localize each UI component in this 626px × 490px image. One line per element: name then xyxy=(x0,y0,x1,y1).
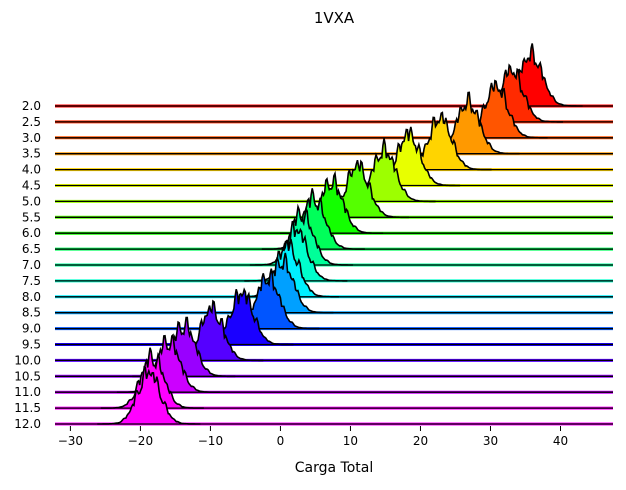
y-tick-label-9.5: 9.5 xyxy=(22,338,41,352)
y-tick-label-3.0: 3.0 xyxy=(22,131,41,145)
y-tick-label-9.0: 9.0 xyxy=(22,322,41,336)
ridge-area-5.5 xyxy=(305,160,409,218)
ridge-area-12.0 xyxy=(97,366,201,424)
y-tick-label-2.5: 2.5 xyxy=(22,115,41,129)
ridge-curve-11.0 xyxy=(116,333,220,393)
ridges-group xyxy=(55,43,613,426)
x-tick-label: −10 xyxy=(198,434,223,448)
ridge-area-4.0 xyxy=(388,112,492,170)
y-tick-label-8.5: 8.5 xyxy=(22,306,41,320)
ridge-area-5.0 xyxy=(332,138,436,202)
x-tick-label: −20 xyxy=(128,434,153,448)
ridge-curve-8.0 xyxy=(235,238,339,298)
ridge-area-7.5 xyxy=(244,221,348,281)
ridge-area-9.5 xyxy=(190,289,294,345)
ridge-curve-6.5 xyxy=(261,188,365,250)
x-axis-label: Carga Total xyxy=(295,460,373,476)
x-tick-label: −30 xyxy=(58,434,83,448)
ridge-area-10.0 xyxy=(160,301,264,361)
ridge-curve-7.0 xyxy=(249,203,353,266)
y-tick-label-11.5: 11.5 xyxy=(14,401,41,415)
ridge-area-2.0 xyxy=(479,43,583,106)
y-tick-label-2.0: 2.0 xyxy=(22,99,41,113)
chart-title: 1VXA xyxy=(314,9,355,27)
ridge-area-2.5 xyxy=(459,65,564,122)
ridge-area-9.0 xyxy=(216,268,320,329)
x-tick-label: 20 xyxy=(413,434,428,448)
x-tick-label: 10 xyxy=(343,434,358,448)
y-tick-label-5.5: 5.5 xyxy=(22,210,41,224)
ridge-area-3.0 xyxy=(444,80,548,138)
y-tick-label-10.5: 10.5 xyxy=(14,369,41,383)
x-axis: −30 −20 −10 0 10 20 30 40 xyxy=(58,426,568,448)
y-tick-label-4.0: 4.0 xyxy=(22,163,41,177)
y-tick-label-7.5: 7.5 xyxy=(22,274,41,288)
ridge-area-4.5 xyxy=(357,126,461,186)
ridge-curve-12.0 xyxy=(97,365,201,425)
y-tick-label-7.0: 7.0 xyxy=(22,258,41,272)
y-tick-label-4.5: 4.5 xyxy=(22,179,41,193)
y-tick-label-11.0: 11.0 xyxy=(14,385,41,399)
x-tick-label: 40 xyxy=(553,434,568,448)
y-tick-label-6.0: 6.0 xyxy=(22,226,41,240)
ridge-area-6.5 xyxy=(261,188,365,250)
ridge-area-11.0 xyxy=(116,335,220,393)
y-tick-label-3.5: 3.5 xyxy=(22,147,41,161)
y-tick-label-10.0: 10.0 xyxy=(14,353,41,367)
x-tick-label: 30 xyxy=(483,434,498,448)
y-tick-labels: 2.0 2.5 3.0 3.5 4.0 4.55.0 5.5 6.0 6.5 7.0 7.5 8.0 8… xyxy=(14,99,41,431)
ridge-area-8.5 xyxy=(230,252,334,313)
ridge-area-6.0 xyxy=(280,173,384,234)
ridge-area-3.5 xyxy=(416,92,520,154)
y-tick-label-12.0: 12.0 xyxy=(14,417,41,431)
y-tick-label-6.5: 6.5 xyxy=(22,242,41,256)
y-tick-label-5.0: 5.0 xyxy=(22,194,41,208)
x-tick-label: 0 xyxy=(277,434,285,448)
ridge-curve-11.5 xyxy=(100,347,204,409)
y-tick-label-8.0: 8.0 xyxy=(22,290,41,304)
ridge-area-10.5 xyxy=(132,317,236,377)
